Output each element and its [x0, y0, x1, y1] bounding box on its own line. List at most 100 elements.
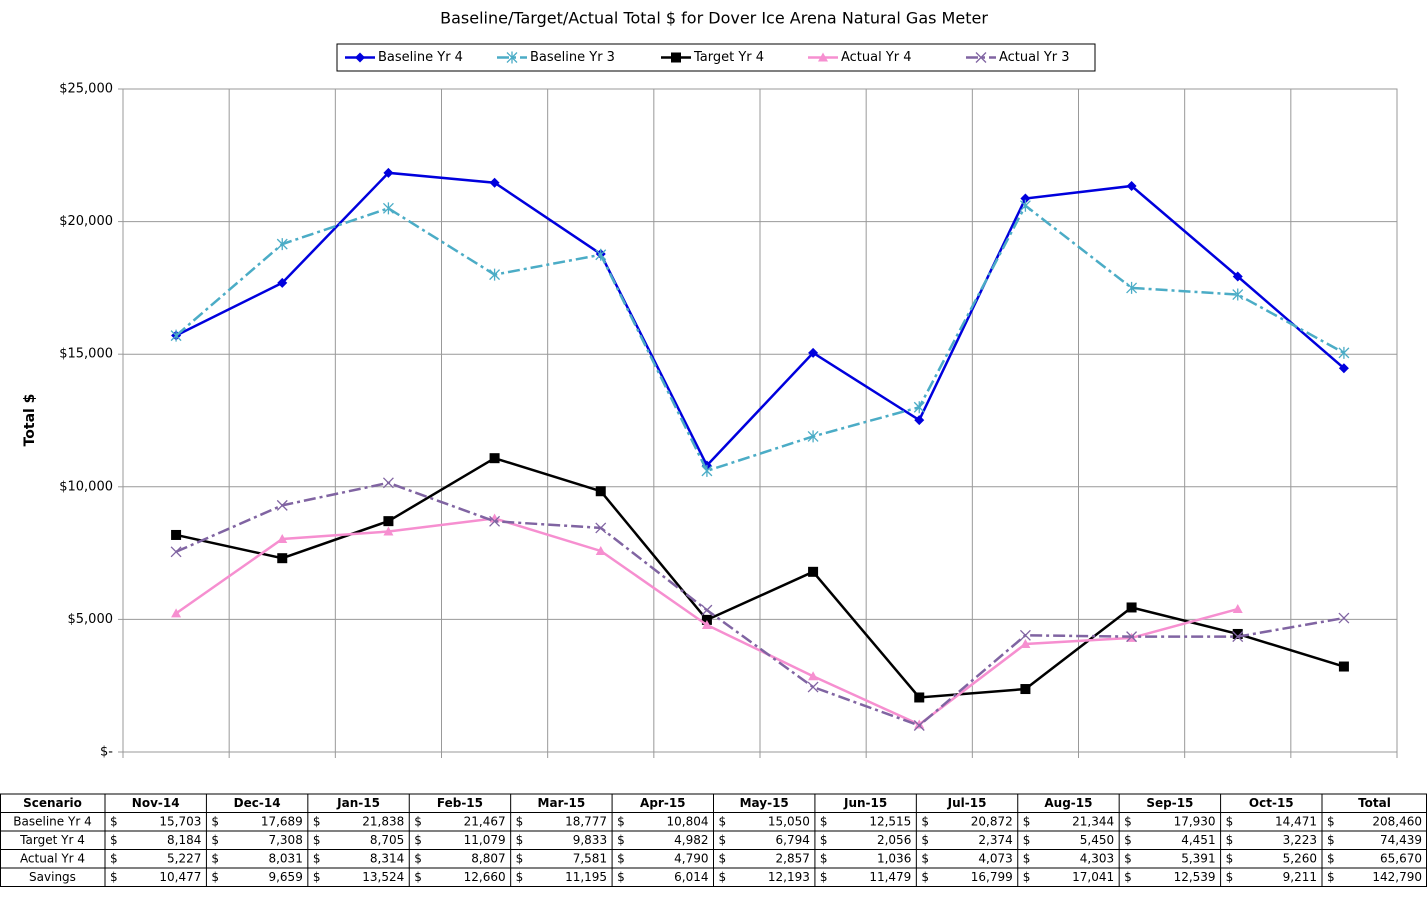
series-line — [175, 481, 1345, 727]
plot-area — [122, 88, 1398, 753]
currency-sign: $ — [719, 814, 727, 828]
legend-label: Actual Yr 4 — [841, 50, 912, 65]
table-cell: 17,689 — [261, 814, 303, 828]
currency-sign: $ — [1327, 851, 1335, 865]
currency-sign: $ — [921, 851, 929, 865]
table-cell: 5,391 — [1181, 851, 1215, 865]
currency-sign: $ — [211, 870, 219, 884]
table-cell: 65,670 — [1380, 851, 1422, 865]
marker — [1019, 629, 1031, 641]
currency-sign: $ — [110, 851, 118, 865]
table-cell: 8,314 — [370, 851, 404, 865]
table-cell: 21,344 — [1072, 814, 1114, 828]
chart-title: Baseline/Target/Actual Total $ for Dover… — [440, 9, 988, 28]
marker — [807, 681, 819, 693]
table-header: Feb-15 — [437, 796, 483, 810]
table-cell: 11,479 — [869, 870, 911, 884]
table-header: May-15 — [740, 796, 789, 810]
marker — [489, 177, 500, 188]
table-header: Jun-15 — [843, 796, 887, 810]
currency-sign: $ — [110, 814, 118, 828]
series-line — [175, 171, 1345, 468]
table-cell: 10,804 — [667, 814, 709, 828]
currency-sign: $ — [1327, 833, 1335, 847]
y-tick-label: $15,000 — [59, 347, 113, 362]
currency-sign: $ — [1226, 870, 1234, 884]
marker — [701, 619, 712, 629]
marker — [489, 268, 501, 281]
table-cell: 6,794 — [776, 833, 810, 847]
currency-sign: $ — [516, 851, 524, 865]
table-header: Total — [1358, 796, 1391, 810]
currency-sign: $ — [414, 851, 422, 865]
marker — [276, 499, 288, 511]
currency-sign: $ — [414, 870, 422, 884]
legend-marker — [355, 52, 365, 63]
legend-marker — [506, 51, 518, 64]
marker — [276, 238, 288, 251]
table-cell: 14,471 — [1275, 814, 1317, 828]
table-cell: 7,581 — [573, 851, 607, 865]
table-cell: 12,515 — [869, 814, 911, 828]
currency-sign: $ — [313, 851, 321, 865]
marker — [1126, 631, 1138, 643]
table-cell: 7,308 — [268, 833, 302, 847]
table-cell: 208,460 — [1372, 814, 1422, 828]
currency-sign: $ — [921, 814, 929, 828]
legend-label: Target Yr 4 — [693, 50, 764, 65]
marker — [383, 516, 394, 527]
marker — [170, 329, 182, 342]
currency-sign: $ — [1023, 833, 1031, 847]
marker — [913, 720, 925, 731]
marker — [171, 529, 182, 540]
marker — [1232, 631, 1244, 643]
table-cell: 11,195 — [565, 870, 607, 884]
marker — [1126, 180, 1137, 191]
currency-sign: $ — [719, 870, 727, 884]
table-cell: 17,930 — [1174, 814, 1216, 828]
currency-sign: $ — [313, 870, 321, 884]
marker — [914, 415, 925, 426]
table-header: Nov-14 — [132, 796, 180, 810]
table-cell: 10,477 — [159, 870, 201, 884]
marker — [807, 430, 819, 443]
marker — [595, 248, 607, 261]
marker — [170, 546, 182, 558]
marker — [1338, 363, 1349, 374]
table-cell: 5,260 — [1283, 851, 1317, 865]
currency-sign: $ — [1124, 851, 1132, 865]
marker — [1126, 281, 1138, 294]
currency-sign: $ — [211, 814, 219, 828]
marker — [383, 526, 394, 536]
table-cell: 2,857 — [776, 851, 810, 865]
table-cell: 4,790 — [674, 851, 708, 865]
y-tick-label: $5,000 — [68, 612, 114, 627]
marker — [277, 553, 288, 564]
currency-sign: $ — [313, 833, 321, 847]
table-cell: 16,799 — [971, 870, 1013, 884]
legend-marker — [671, 52, 681, 63]
table-cell: 8,807 — [471, 851, 505, 865]
table-cell: 21,467 — [464, 814, 506, 828]
table-cell: 5,227 — [167, 851, 201, 865]
currency-sign: $ — [110, 870, 118, 884]
currency-sign: $ — [1226, 851, 1234, 865]
marker — [914, 692, 925, 703]
marker — [1232, 271, 1243, 282]
legend-label: Actual Yr 3 — [999, 50, 1070, 65]
marker — [1020, 638, 1031, 648]
table-cell: 8,705 — [370, 833, 404, 847]
table-cell: 12,539 — [1174, 870, 1216, 884]
y-tick-label: $20,000 — [59, 214, 113, 229]
marker — [595, 545, 606, 555]
currency-sign: $ — [1327, 814, 1335, 828]
currency-sign: $ — [617, 833, 625, 847]
currency-sign: $ — [719, 833, 727, 847]
currency-sign: $ — [820, 870, 828, 884]
legend-marker — [975, 52, 987, 63]
currency-sign: $ — [1226, 833, 1234, 847]
row-label: Target Yr 4 — [19, 833, 85, 847]
table-cell: 4,073 — [978, 851, 1012, 865]
table-cell: 2,056 — [877, 833, 911, 847]
